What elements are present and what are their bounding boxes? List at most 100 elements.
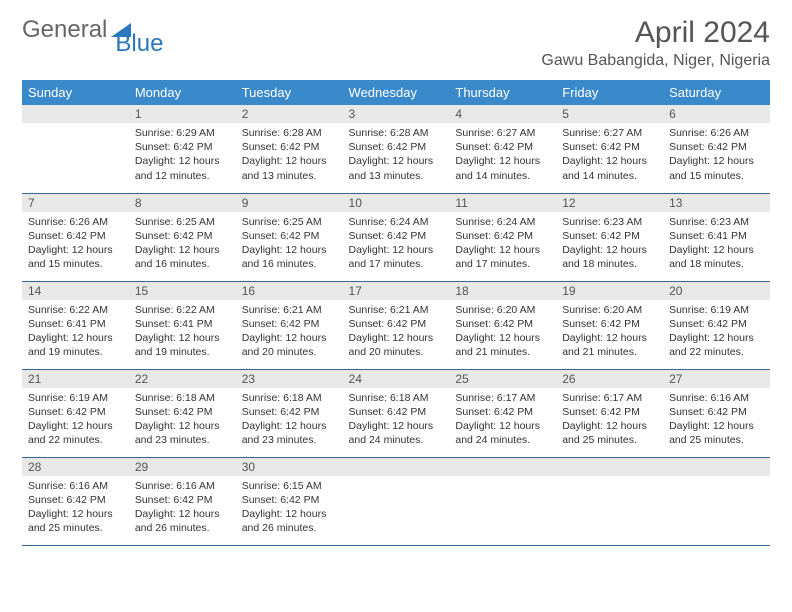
day-number: 23 [236,370,343,388]
weekday-header: Friday [556,80,663,105]
day-number: 27 [663,370,770,388]
sunrise-line: Sunrise: 6:20 AM [455,303,550,317]
day-number: 17 [343,282,450,300]
sunrise-line: Sunrise: 6:18 AM [242,391,337,405]
calendar-week-row: 7Sunrise: 6:26 AMSunset: 6:42 PMDaylight… [22,193,770,281]
day-number: 18 [449,282,556,300]
day-number: 30 [236,458,343,476]
day-number: 2 [236,105,343,123]
day-number: 6 [663,105,770,123]
calendar-day-cell: 26Sunrise: 6:17 AMSunset: 6:42 PMDayligh… [556,369,663,457]
sunset-line: Sunset: 6:42 PM [28,229,123,243]
calendar-day-cell: 27Sunrise: 6:16 AMSunset: 6:42 PMDayligh… [663,369,770,457]
day-details: Sunrise: 6:22 AMSunset: 6:41 PMDaylight:… [129,300,236,364]
calendar-day-cell: 19Sunrise: 6:20 AMSunset: 6:42 PMDayligh… [556,281,663,369]
day-details: Sunrise: 6:19 AMSunset: 6:42 PMDaylight:… [663,300,770,364]
sunset-line: Sunset: 6:41 PM [669,229,764,243]
daylight-line: Daylight: 12 hours and 25 minutes. [562,419,657,447]
daylight-line: Daylight: 12 hours and 26 minutes. [242,507,337,535]
sunrise-line: Sunrise: 6:24 AM [455,215,550,229]
day-details: Sunrise: 6:26 AMSunset: 6:42 PMDaylight:… [663,123,770,187]
day-number: 25 [449,370,556,388]
sunset-line: Sunset: 6:42 PM [562,229,657,243]
sunrise-line: Sunrise: 6:29 AM [135,126,230,140]
day-number: 26 [556,370,663,388]
calendar-empty-cell [449,457,556,545]
sunrise-line: Sunrise: 6:21 AM [242,303,337,317]
day-number: 11 [449,194,556,212]
calendar-day-cell: 4Sunrise: 6:27 AMSunset: 6:42 PMDaylight… [449,105,556,193]
day-number: 28 [22,458,129,476]
calendar-day-cell: 13Sunrise: 6:23 AMSunset: 6:41 PMDayligh… [663,193,770,281]
sunset-line: Sunset: 6:42 PM [349,229,444,243]
weekday-header-row: SundayMondayTuesdayWednesdayThursdayFrid… [22,80,770,105]
weekday-header: Tuesday [236,80,343,105]
calendar-day-cell: 21Sunrise: 6:19 AMSunset: 6:42 PMDayligh… [22,369,129,457]
sunset-line: Sunset: 6:42 PM [28,405,123,419]
sunrise-line: Sunrise: 6:26 AM [28,215,123,229]
calendar-day-cell: 8Sunrise: 6:25 AMSunset: 6:42 PMDaylight… [129,193,236,281]
sunrise-line: Sunrise: 6:16 AM [28,479,123,493]
sunset-line: Sunset: 6:42 PM [349,317,444,331]
day-number [556,458,663,476]
calendar-day-cell: 12Sunrise: 6:23 AMSunset: 6:42 PMDayligh… [556,193,663,281]
sunset-line: Sunset: 6:42 PM [135,493,230,507]
daylight-line: Daylight: 12 hours and 22 minutes. [28,419,123,447]
calendar-day-cell: 15Sunrise: 6:22 AMSunset: 6:41 PMDayligh… [129,281,236,369]
sunrise-line: Sunrise: 6:17 AM [562,391,657,405]
day-details: Sunrise: 6:25 AMSunset: 6:42 PMDaylight:… [236,212,343,276]
daylight-line: Daylight: 12 hours and 23 minutes. [135,419,230,447]
daylight-line: Daylight: 12 hours and 17 minutes. [455,243,550,271]
weekday-header: Thursday [449,80,556,105]
day-details: Sunrise: 6:23 AMSunset: 6:41 PMDaylight:… [663,212,770,276]
brand-part1: General [22,16,107,44]
calendar-day-cell: 3Sunrise: 6:28 AMSunset: 6:42 PMDaylight… [343,105,450,193]
day-details: Sunrise: 6:15 AMSunset: 6:42 PMDaylight:… [236,476,343,540]
day-number: 8 [129,194,236,212]
sunset-line: Sunset: 6:42 PM [242,229,337,243]
daylight-line: Daylight: 12 hours and 24 minutes. [455,419,550,447]
sunrise-line: Sunrise: 6:16 AM [135,479,230,493]
day-number: 19 [556,282,663,300]
calendar-day-cell: 17Sunrise: 6:21 AMSunset: 6:42 PMDayligh… [343,281,450,369]
calendar-week-row: 28Sunrise: 6:16 AMSunset: 6:42 PMDayligh… [22,457,770,545]
day-details: Sunrise: 6:25 AMSunset: 6:42 PMDaylight:… [129,212,236,276]
calendar-day-cell: 23Sunrise: 6:18 AMSunset: 6:42 PMDayligh… [236,369,343,457]
sunrise-line: Sunrise: 6:17 AM [455,391,550,405]
calendar-day-cell: 10Sunrise: 6:24 AMSunset: 6:42 PMDayligh… [343,193,450,281]
daylight-line: Daylight: 12 hours and 26 minutes. [135,507,230,535]
location-text: Gawu Babangida, Niger, Nigeria [541,52,770,70]
calendar-week-row: 21Sunrise: 6:19 AMSunset: 6:42 PMDayligh… [22,369,770,457]
day-number: 21 [22,370,129,388]
daylight-line: Daylight: 12 hours and 24 minutes. [349,419,444,447]
day-number: 22 [129,370,236,388]
sunset-line: Sunset: 6:42 PM [242,493,337,507]
sunset-line: Sunset: 6:42 PM [562,317,657,331]
day-number: 13 [663,194,770,212]
sunrise-line: Sunrise: 6:23 AM [562,215,657,229]
sunset-line: Sunset: 6:42 PM [455,229,550,243]
daylight-line: Daylight: 12 hours and 25 minutes. [669,419,764,447]
sunrise-line: Sunrise: 6:22 AM [28,303,123,317]
day-details: Sunrise: 6:16 AMSunset: 6:42 PMDaylight:… [663,388,770,452]
day-number: 14 [22,282,129,300]
calendar-week-row: 14Sunrise: 6:22 AMSunset: 6:41 PMDayligh… [22,281,770,369]
sunset-line: Sunset: 6:42 PM [135,405,230,419]
calendar-day-cell: 28Sunrise: 6:16 AMSunset: 6:42 PMDayligh… [22,457,129,545]
calendar-empty-cell [343,457,450,545]
brand-logo: General Blue [22,16,163,44]
day-details: Sunrise: 6:28 AMSunset: 6:42 PMDaylight:… [236,123,343,187]
sunset-line: Sunset: 6:41 PM [135,317,230,331]
weekday-header: Sunday [22,80,129,105]
sunrise-line: Sunrise: 6:25 AM [135,215,230,229]
day-number: 20 [663,282,770,300]
day-details: Sunrise: 6:23 AMSunset: 6:42 PMDaylight:… [556,212,663,276]
sunrise-line: Sunrise: 6:20 AM [562,303,657,317]
daylight-line: Daylight: 12 hours and 16 minutes. [135,243,230,271]
day-details: Sunrise: 6:24 AMSunset: 6:42 PMDaylight:… [449,212,556,276]
sunrise-line: Sunrise: 6:23 AM [669,215,764,229]
day-number: 5 [556,105,663,123]
calendar-body: 1Sunrise: 6:29 AMSunset: 6:42 PMDaylight… [22,105,770,545]
sunset-line: Sunset: 6:42 PM [349,140,444,154]
day-details: Sunrise: 6:28 AMSunset: 6:42 PMDaylight:… [343,123,450,187]
